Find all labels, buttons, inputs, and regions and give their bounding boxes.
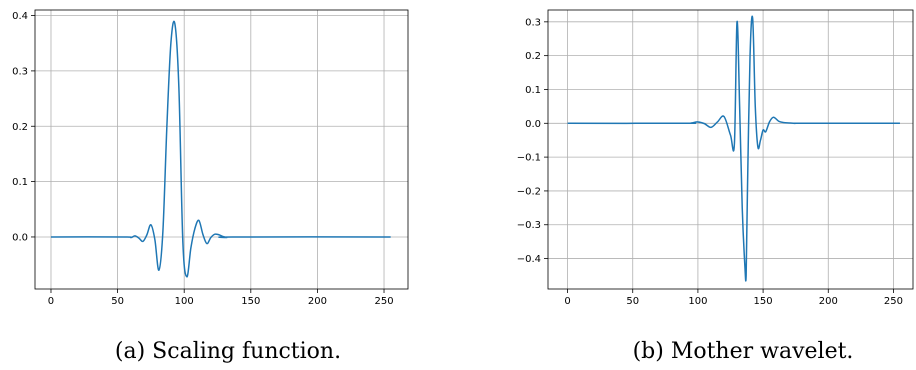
x-tick-label: 100	[688, 296, 707, 307]
scaling-function-plot: 0 50 100 150 200 250 0.0 0.1 0.2 0.3 0.4 (a) Scali…	[12, 9, 409, 364]
mother-wavelet-plot: 0 50 100 150 200 250 0.3 0.2 0.1 0.0 −0.1 −0.2 −0.3 −…	[517, 9, 914, 364]
y-tick-label: −0.4	[517, 254, 541, 265]
x-tick-label: 50	[111, 296, 124, 307]
y-tick-label: 0.4	[12, 11, 28, 22]
caption-scaling-function: (a) Scaling function.	[115, 339, 341, 364]
x-tick-label: 0	[48, 296, 54, 307]
x-tick-label: 250	[884, 296, 903, 307]
x-tick-label: 200	[308, 296, 327, 307]
y-tick-label: −0.1	[517, 153, 541, 164]
y-tick-label: 0.3	[12, 66, 28, 77]
scaling-function-line	[50, 20, 391, 278]
axes-frame	[547, 9, 914, 290]
y-tick-label: 0.1	[525, 85, 541, 96]
caption-mother-wavelet: (b) Mother wavelet.	[633, 339, 854, 364]
x-tick-label: 200	[819, 296, 838, 307]
y-tick-label: −0.2	[517, 186, 541, 197]
y-tick-label: 0.0	[12, 232, 28, 243]
x-tick-label: 150	[241, 296, 260, 307]
y-tick-label: 0.0	[525, 119, 541, 130]
y-tick-label: 0.2	[525, 51, 541, 62]
mother-wavelet-line	[567, 15, 900, 282]
y-tick-label: 0.1	[12, 177, 28, 188]
x-tick-label: 0	[564, 296, 570, 307]
y-tick-label: 0.2	[12, 122, 28, 133]
axes-frame	[34, 9, 409, 290]
x-tick-label: 250	[374, 296, 393, 307]
x-tick-label: 150	[754, 296, 773, 307]
x-tick-label: 100	[175, 296, 194, 307]
y-tick-label: −0.3	[517, 220, 541, 231]
x-tick-label: 50	[626, 296, 639, 307]
y-tick-label: 0.3	[525, 17, 541, 28]
